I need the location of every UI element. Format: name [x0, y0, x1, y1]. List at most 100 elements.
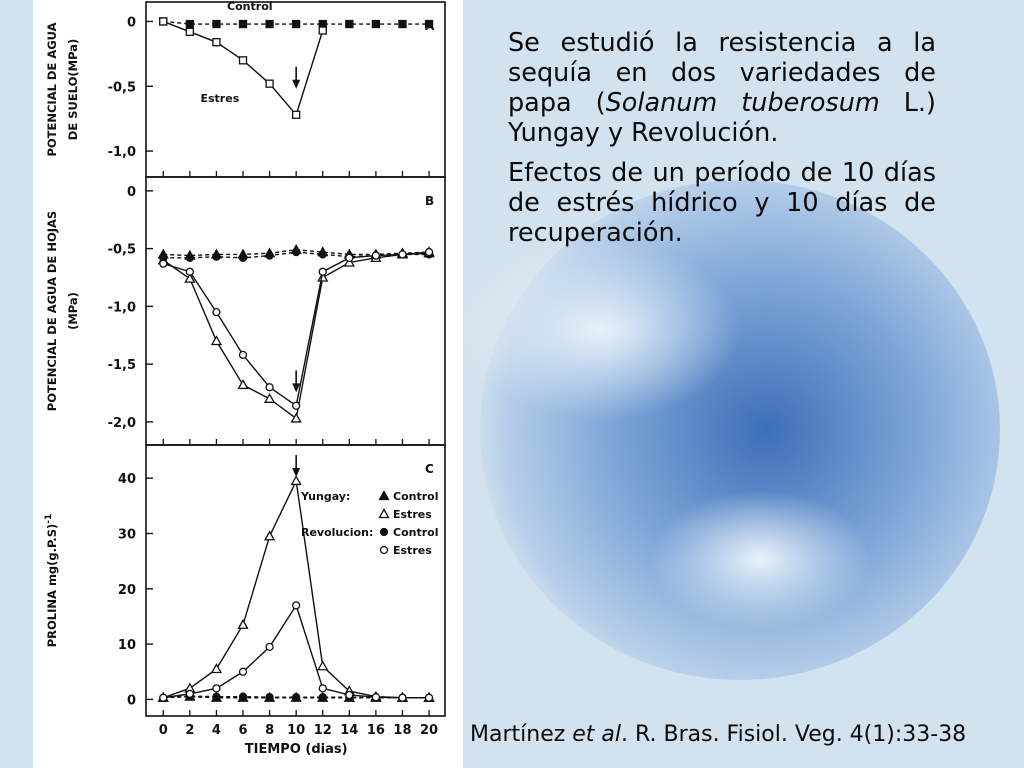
- data-point: [292, 401, 301, 410]
- data-point: [378, 508, 390, 519]
- x-axis-label: TIEMPO (dias): [245, 742, 348, 757]
- y-axis-label: DE SUELO(MPa): [66, 39, 80, 140]
- x-tick-label: 18: [393, 723, 411, 738]
- stress-end-arrow-head: [292, 79, 301, 89]
- citation-etal: et al: [572, 722, 622, 747]
- data-point: [398, 693, 407, 702]
- data-point: [185, 267, 195, 276]
- paragraph-study: Se estudió la resistencia a la sequía en…: [508, 28, 936, 148]
- x-tick-label: 20: [420, 723, 438, 738]
- x-tick-label: 8: [265, 723, 274, 738]
- data-point: [379, 527, 389, 537]
- data-point: [265, 383, 274, 392]
- data-point: [424, 693, 434, 702]
- data-point: [424, 19, 434, 29]
- stress-end-arrow-head: [292, 468, 301, 477]
- legend-group-label: Revolucion:: [301, 526, 373, 539]
- y-tick-label: 20: [118, 583, 136, 598]
- data-point: [292, 247, 301, 257]
- data-point: [212, 308, 221, 317]
- data-point: [238, 350, 248, 360]
- y-tick-label: 40: [118, 472, 136, 487]
- data-point: [290, 412, 302, 423]
- data-point: [263, 392, 276, 403]
- data-point: [292, 110, 301, 119]
- legend-entry-label: Estres: [393, 508, 432, 521]
- data-point: [265, 642, 274, 652]
- legend-entry-label: Control: [393, 490, 438, 503]
- chart-panel-b: B 0 -0,5 -1,0 -1,5 -2,0 POTENCIAL DE AGUA DE H…: [45, 176, 446, 446]
- legend-entry-label: Estres: [393, 544, 432, 557]
- data-point: [317, 660, 329, 671]
- x-tick-label: 0: [159, 723, 168, 738]
- y-axis-label: POTENCIAL DE AGUA DE HOJAS: [45, 211, 59, 411]
- series-line: [163, 478, 430, 699]
- series-label-control: Control: [227, 0, 272, 13]
- data-point: [212, 692, 221, 701]
- species-name: Solanum tuberosum: [605, 88, 880, 118]
- data-point: [210, 335, 223, 346]
- paragraph-effects: Efectos de un período de 10 días de estr…: [508, 158, 936, 248]
- data-point: [318, 250, 327, 259]
- data-point: [212, 38, 221, 47]
- legend: Yungay: Control Estres Revolucion: Control Es…: [300, 490, 438, 557]
- decorative-highlight: [460, 240, 740, 420]
- x-tick-label: 12: [314, 723, 332, 738]
- data-point: [318, 684, 327, 693]
- data-point: [159, 17, 168, 26]
- x-tick-label: 4: [212, 723, 221, 738]
- series-line: [163, 695, 430, 699]
- legend-group-label: Yungay:: [300, 490, 350, 503]
- data-point: [263, 530, 276, 541]
- data-point: [185, 19, 195, 29]
- data-point: [237, 379, 249, 390]
- paragraph-study-text: Se estudió la resistencia a la sequía en…: [508, 28, 936, 118]
- chart-panel-c: C 0 10 20 30 40 PROLINA mg(g.P.S)-1: [44, 444, 446, 717]
- data-point: [371, 251, 381, 260]
- data-point: [371, 693, 381, 702]
- x-tick-label: 16: [367, 723, 385, 738]
- data-point: [292, 601, 301, 610]
- data-point: [238, 667, 248, 676]
- citation-authors: Martínez: [470, 722, 573, 747]
- x-tick-label: 14: [340, 723, 358, 738]
- data-point: [318, 267, 327, 276]
- legend-entry-label: Control: [393, 526, 438, 539]
- y-axis-label: PROLINA mg(g.P.S)-1: [44, 514, 59, 648]
- data-point: [371, 19, 381, 29]
- data-point: [345, 253, 354, 263]
- data-point: [238, 692, 248, 701]
- y-tick-label: 0: [127, 15, 136, 30]
- data-point: [212, 19, 221, 29]
- data-point: [210, 663, 223, 674]
- description-text: Se estudió la resistencia a la sequía en…: [508, 28, 936, 258]
- data-point: [184, 272, 196, 283]
- citation-source: . R. Bras. Fisiol. Veg. 4(1):33-38: [621, 722, 967, 747]
- data-point: [238, 253, 248, 263]
- series-label-estres: Estres: [200, 92, 239, 105]
- plot-frame: [145, 444, 446, 717]
- y-axis-label-superscript: -1: [44, 514, 54, 524]
- y-tick-label: -0,5: [108, 243, 136, 258]
- data-point: [159, 693, 168, 702]
- data-point: [318, 693, 327, 702]
- data-point: [185, 689, 195, 699]
- data-point: [185, 27, 195, 36]
- panel-letter: B: [425, 194, 434, 208]
- data-point: [212, 684, 221, 693]
- y-tick-label: -1,0: [108, 300, 136, 315]
- y-tick-label: 0: [127, 693, 136, 708]
- decorative-highlight: [650, 490, 870, 630]
- x-tick-label: 10: [287, 723, 305, 738]
- data-point: [265, 693, 274, 702]
- data-point: [318, 26, 327, 35]
- data-point: [290, 475, 302, 486]
- data-point: [159, 259, 168, 268]
- data-point: [379, 545, 389, 555]
- y-tick-label: -1,0: [108, 145, 136, 160]
- y-tick-label: 30: [118, 527, 136, 542]
- data-point: [378, 490, 390, 501]
